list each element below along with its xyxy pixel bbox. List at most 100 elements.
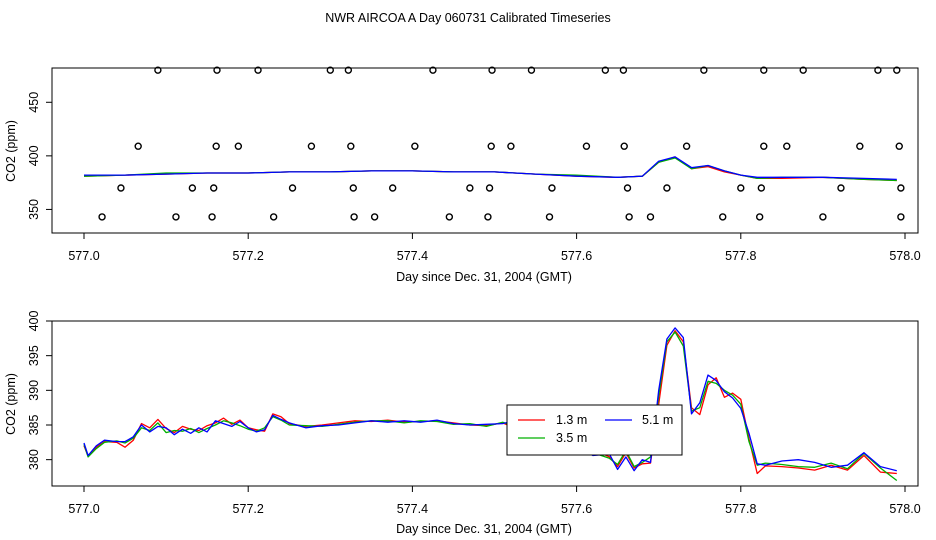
- calibration-marker: [619, 66, 628, 74]
- bottom-x-tick-label: 577.4: [397, 502, 428, 516]
- calibration-marker: [601, 66, 610, 74]
- calibration-marker: [757, 184, 766, 192]
- calibration-marker: [429, 66, 437, 74]
- calibration-marker: [719, 213, 727, 221]
- calibration-marker: [737, 184, 745, 192]
- calibration-marker: [288, 184, 297, 192]
- calibration-marker: [98, 213, 106, 221]
- calibration-marker: [893, 66, 901, 74]
- bottom-y-tick-label: 380: [27, 449, 41, 470]
- top-series-lines: [83, 156, 897, 182]
- calibration-marker: [234, 142, 243, 150]
- legend: 1.3 m 3.5 m 5.1 m: [506, 404, 683, 456]
- calibration-marker: [897, 213, 905, 221]
- calibration-marker: [349, 184, 357, 192]
- top-y-tick-label: 350: [27, 199, 41, 220]
- calibration-marker: [874, 66, 882, 74]
- top-y-tick-label: 400: [27, 145, 41, 166]
- calibration-marker: [548, 184, 556, 192]
- calibration-marker: [213, 66, 221, 74]
- calibration-marker: [895, 142, 903, 150]
- calibration-marker: [212, 142, 220, 150]
- calibration-marker: [760, 142, 768, 150]
- bottom-y-tick-label: 395: [27, 345, 41, 366]
- calibration-marker: [783, 142, 791, 150]
- figure-title: NWR AIRCOA A Day 060731 Calibrated Times…: [325, 11, 611, 25]
- calibration-marker: [682, 142, 691, 150]
- calibration-marker: [411, 142, 419, 150]
- calibration-marker: [466, 184, 474, 192]
- calibration-marker: [485, 184, 494, 192]
- calibration-marker: [307, 142, 316, 150]
- bottom-x-tick-label: 578.0: [889, 502, 920, 516]
- calibration-marker: [326, 66, 334, 74]
- calibration-marker: [172, 213, 180, 221]
- top-y-tick-label: 450: [27, 92, 41, 113]
- bottom-series-5-1-m: [83, 327, 897, 472]
- bottom-plot-frame: [51, 320, 919, 487]
- calibration-marker: [620, 142, 628, 150]
- calibration-marker: [755, 213, 764, 221]
- bottom-series-1-3-m: [83, 330, 897, 475]
- top-x-tick-label: 577.8: [725, 249, 756, 263]
- top-y-axis-label: CO2 (ppm): [4, 120, 18, 182]
- calibration-marker: [897, 184, 905, 192]
- calibration-marker: [663, 184, 671, 192]
- bottom-series-lines: [83, 327, 898, 482]
- bottom-y-tick-label: 385: [27, 415, 41, 436]
- calibration-marker: [370, 213, 379, 221]
- calibration-marker: [154, 66, 162, 74]
- bottom-y-axis-label: CO2 (ppm): [4, 373, 18, 435]
- calibration-marker: [445, 213, 454, 221]
- legend-label-3-5m: 3.5 m: [556, 431, 587, 445]
- calibration-marker: [347, 142, 355, 150]
- bottom-panel: 577.0 577.2 577.4 577.6 577.8 578.0 380 385 390 3…: [4, 311, 921, 536]
- bottom-x-axis-label: Day since Dec. 31, 2004 (GMT): [396, 522, 572, 536]
- legend-label-1-3m: 1.3 m: [556, 413, 587, 427]
- calibration-marker: [837, 184, 845, 192]
- calibration-marker: [134, 142, 142, 150]
- bottom-axes: 577.0 577.2 577.4 577.6 577.8 578.0 380 385 390 3…: [27, 311, 921, 516]
- calibration-marker: [819, 213, 827, 221]
- bottom-x-tick-label: 577.2: [233, 502, 264, 516]
- calibration-marker: [254, 66, 262, 74]
- calibration-marker: [799, 66, 807, 74]
- calibration-marker: [623, 184, 632, 192]
- legend-box: [506, 404, 683, 456]
- calibration-marker: [208, 213, 216, 221]
- bottom-x-tick-label: 577.6: [561, 502, 592, 516]
- calibration-marker: [582, 142, 591, 150]
- calibration-marker: [350, 213, 358, 221]
- calibration-marker: [484, 213, 492, 221]
- top-plot-frame: [51, 67, 919, 234]
- top-axes: 577.0 577.2 577.4 577.6 577.8 578.0 350 400 450: [27, 92, 921, 263]
- top-x-tick-label: 577.0: [68, 249, 99, 263]
- calibration-marker: [700, 66, 708, 74]
- calibration-marker: [388, 184, 397, 192]
- legend-label-5-1m: 5.1 m: [642, 413, 673, 427]
- top-x-tick-label: 577.4: [397, 249, 428, 263]
- bottom-y-tick-label: 400: [27, 311, 41, 332]
- bottom-x-tick-label: 577.8: [725, 502, 756, 516]
- top-x-tick-label: 578.0: [889, 249, 920, 263]
- calibration-marker: [188, 184, 197, 192]
- calibration-marker: [646, 213, 655, 221]
- calibration-marker: [545, 213, 554, 221]
- calibration-marker: [527, 66, 536, 74]
- bottom-y-tick-label: 390: [27, 380, 41, 401]
- top-panel: 577.0 577.2 577.4 577.6 577.8 578.0350400450 …: [4, 66, 921, 284]
- calibration-marker: [856, 142, 864, 150]
- calibration-marker: [487, 142, 495, 150]
- top-series-5-1-m: [84, 156, 897, 181]
- calibration-marker: [344, 66, 353, 74]
- calibration-marker: [117, 184, 125, 192]
- calibration-marker: [269, 213, 278, 221]
- top-markers: [98, 66, 905, 221]
- bottom-series-3-5-m: [83, 331, 898, 482]
- top-x-tick-label: 577.2: [233, 249, 264, 263]
- bottom-x-tick-label: 577.0: [68, 502, 99, 516]
- calibration-marker: [488, 66, 496, 74]
- calibration-marker: [210, 184, 218, 192]
- calibration-marker: [760, 66, 768, 74]
